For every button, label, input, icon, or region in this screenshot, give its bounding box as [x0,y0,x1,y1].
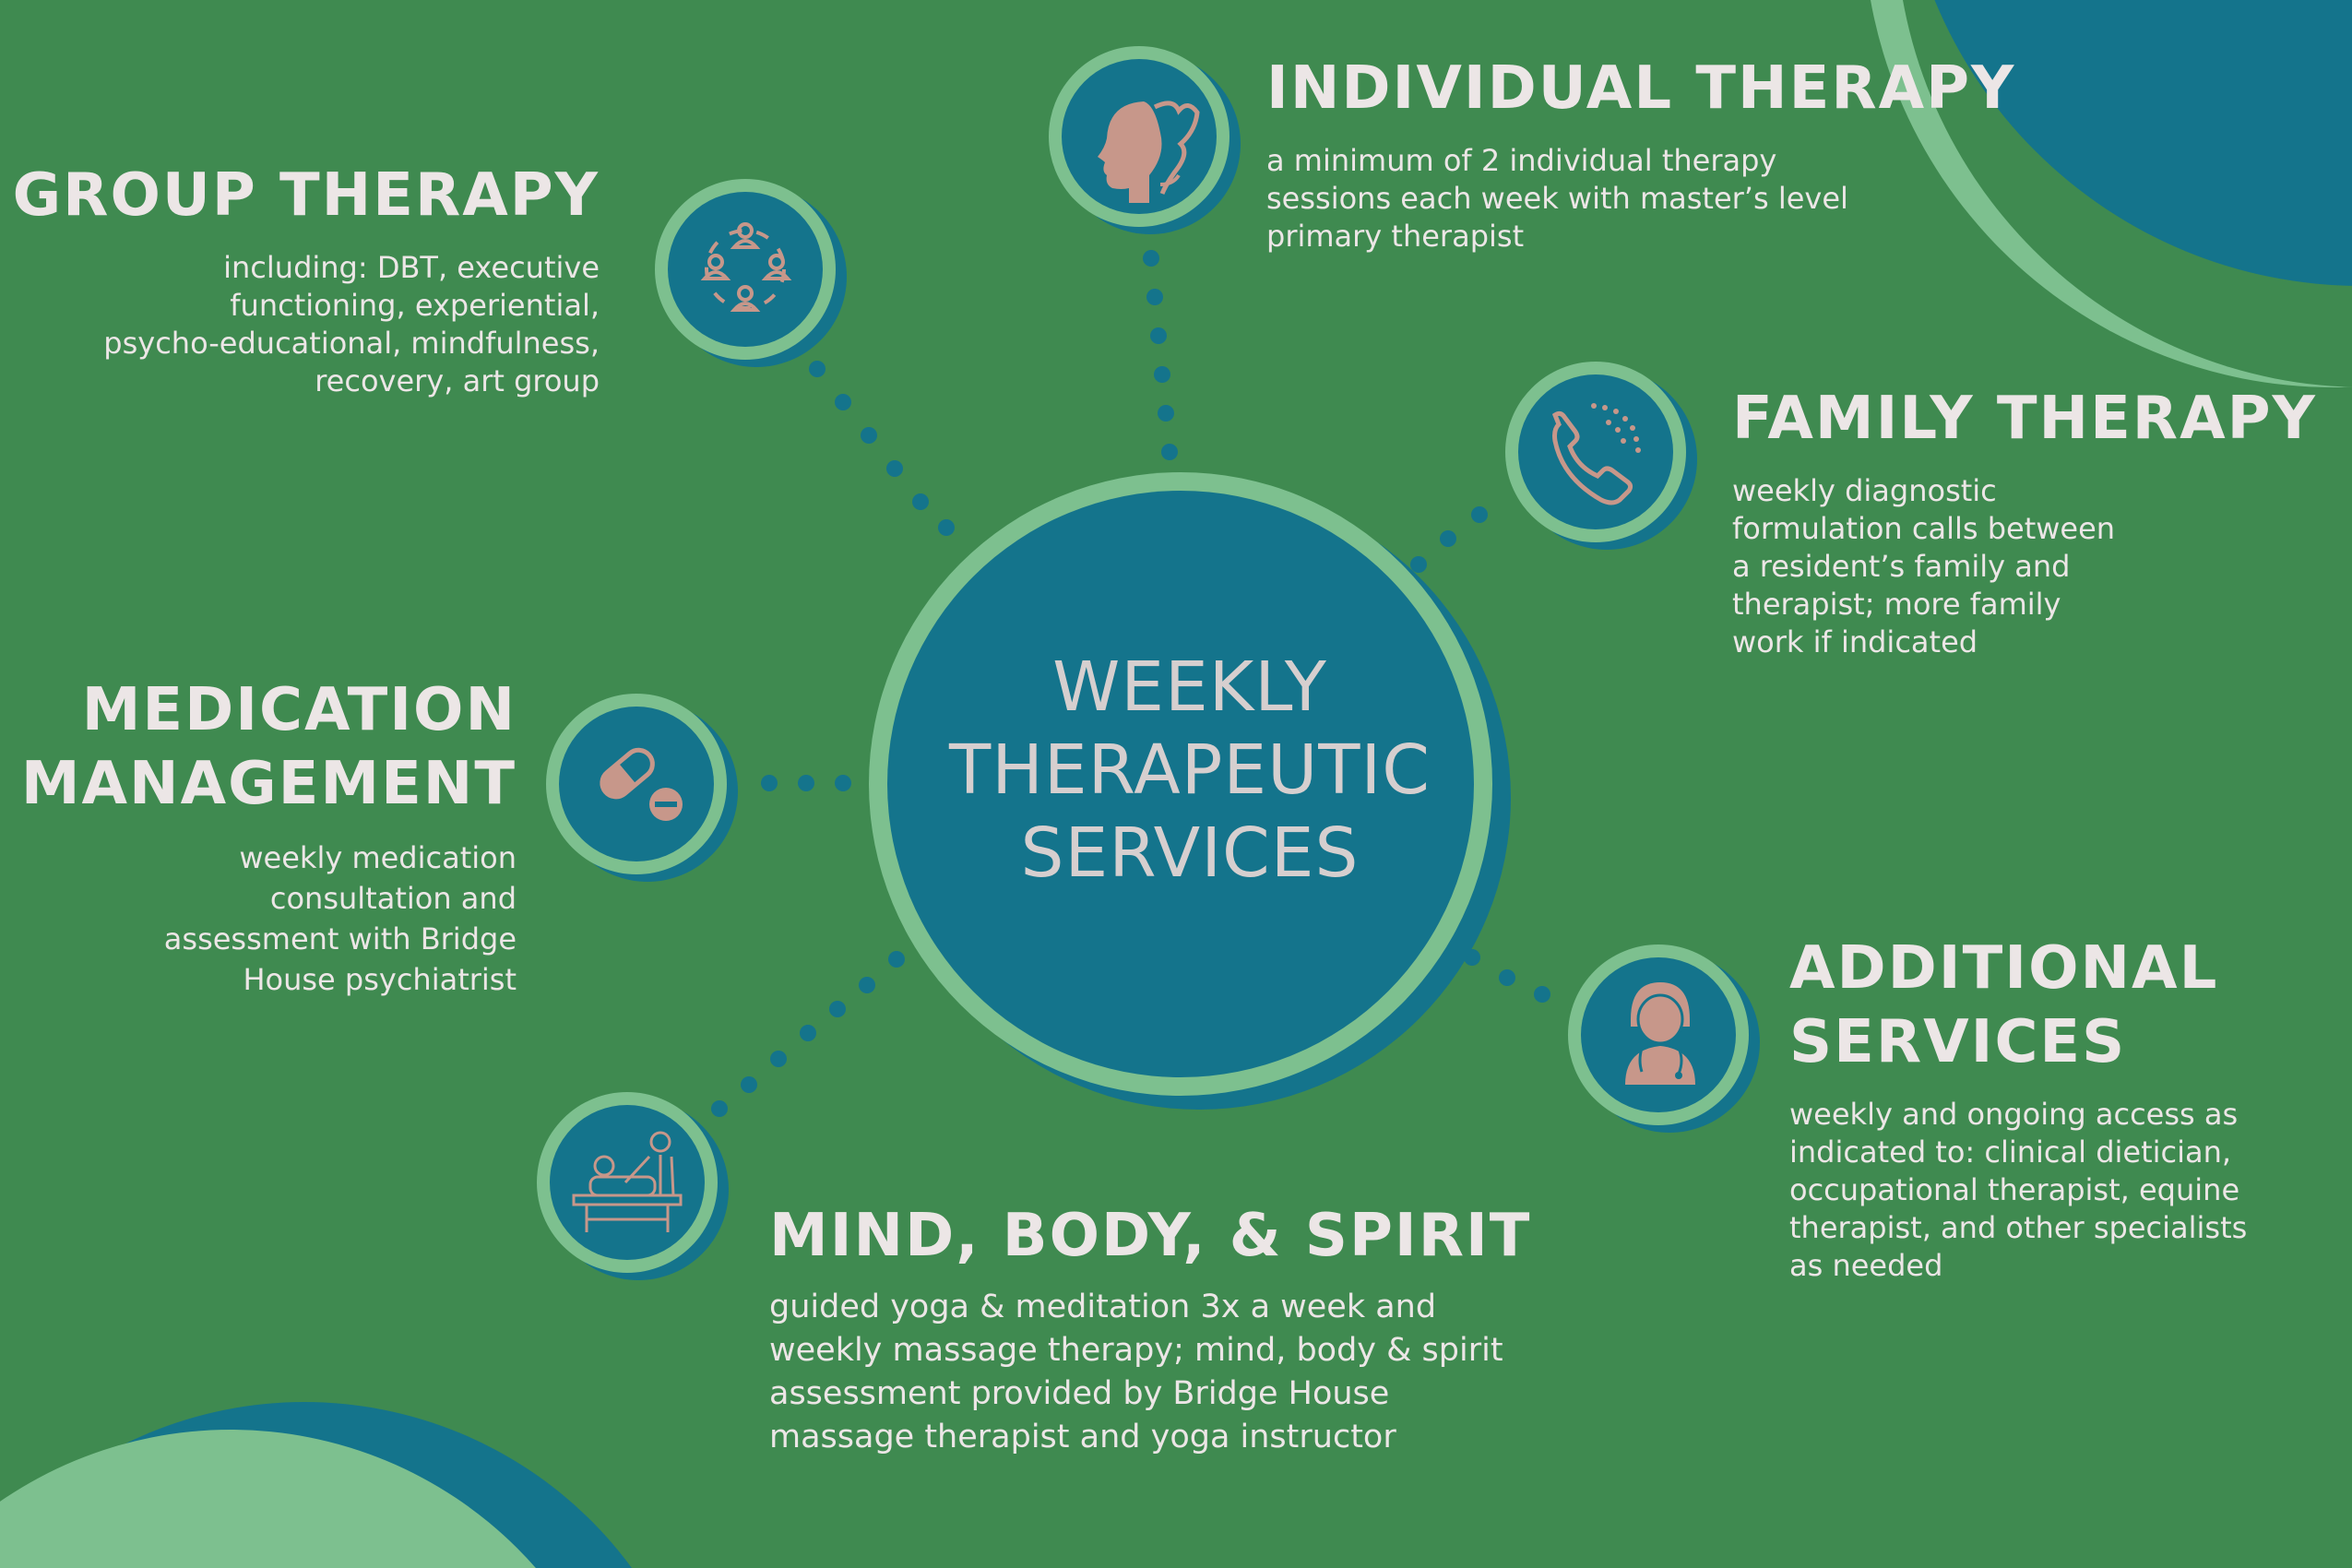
corner-decoration-bottom-left [0,1402,632,1568]
connector-dots [711,250,1550,1117]
description-line: indicated to: clinical dietician, [1789,1134,2232,1170]
pill-icon [600,747,683,821]
individual-therapy-block: INDIVIDUAL THERAPY a minimum of 2 indivi… [1266,52,2015,255]
phone-icon [1551,403,1641,505]
center-title: WEEKLY THERAPEUTIC SERVICES [867,646,1513,895]
individual-therapy-description: a minimum of 2 individual therapy sessio… [1266,142,2015,255]
title-line: MANAGEMENT [20,750,517,818]
description-line: weekly massage therapy; mind, body & spi… [769,1332,1503,1369]
medication-management-node [546,694,738,882]
description-line: assessment provided by Bridge House [769,1375,1390,1412]
title-line: MEDICATION [81,676,517,744]
description-line: occupational therapist, equine [1789,1172,2240,1207]
corner-decoration-top-right [1871,0,2352,387]
individual-therapy-title: INDIVIDUAL THERAPY [1266,54,2016,123]
description-line: primary therapist [1266,219,1525,254]
description-line: weekly and ongoing access as [1789,1097,2239,1132]
description-line: assessment with Bridge [163,921,517,956]
family-therapy-description: weekly diagnostic formulation calls betw… [1732,472,2317,661]
individual-therapy-node [1049,46,1241,234]
description-line: work if indicated [1732,624,1978,659]
description-line: therapist; more family [1732,587,2061,622]
family-therapy-block: FAMILY THERAPY weekly diagnostic formula… [1732,382,2317,661]
mind-body-spirit-block: MIND, BODY, & SPIRIT guided yoga & medit… [769,1199,1531,1459]
description-line: weekly diagnostic [1732,473,1997,508]
mind-body-spirit-node [537,1092,729,1280]
title-line: SERVICES [1789,1008,2127,1076]
additional-services-block: ADDITIONAL SERVICES weekly and ongoing a… [1789,932,2247,1285]
description-line: consultation and [269,881,517,916]
group-therapy-node [655,179,847,367]
group-therapy-description: including: DBT, executive functioning, e… [13,249,600,400]
description-line: guided yoga & meditation 3x a week and [769,1289,1437,1325]
center-title-line-1: WEEKLY [1052,647,1327,727]
family-therapy-title: FAMILY THERAPY [1732,385,2317,453]
group-therapy-title: GROUP THERAPY [12,161,600,230]
description-line: therapist, and other specialists [1789,1210,2248,1245]
additional-services-node [1568,944,1760,1133]
title-line: ADDITIONAL [1789,934,2219,1003]
people-circle-icon [700,222,792,312]
description-line: recovery, art group [315,363,600,398]
description-line: psycho-educational, mindfulness, [103,326,600,361]
head-leaf-icon [1098,101,1200,203]
center-node [869,472,1511,1110]
description-line: including: DBT, executive [223,250,600,285]
mind-body-spirit-description: guided yoga & meditation 3x a week and w… [769,1286,1531,1459]
description-line: as needed [1789,1248,1943,1283]
medication-management-title: MEDICATION MANAGEMENT [21,673,517,821]
description-line: massage therapist and yoga instructor [769,1419,1396,1455]
description-line: sessions each week with master’s level [1266,181,1848,216]
doctor-icon [1625,982,1695,1085]
additional-services-title: ADDITIONAL SERVICES [1789,932,2247,1079]
additional-services-description: weekly and ongoing access as indicated t… [1789,1096,2247,1285]
center-title-line-3: SERVICES [1020,814,1360,893]
description-line: a resident’s family and [1732,549,2071,584]
group-therapy-block: GROUP THERAPY including: DBT, executive … [13,159,600,400]
description-line: formulation calls between [1732,511,2116,546]
medication-management-block: MEDICATION MANAGEMENT weekly medication … [21,673,517,1000]
description-line: a minimum of 2 individual therapy [1266,143,1777,178]
description-line: House psychiatrist [243,962,517,997]
description-line: functioning, experiential, [230,288,600,323]
mind-body-spirit-title: MIND, BODY, & SPIRIT [769,1202,1532,1270]
massage-icon [572,1131,683,1232]
center-title-line-2: THERAPEUTIC [949,731,1431,810]
family-therapy-node [1505,362,1697,550]
medication-management-description: weekly medication consultation and asses… [21,837,517,1000]
description-line: weekly medication [239,840,517,875]
